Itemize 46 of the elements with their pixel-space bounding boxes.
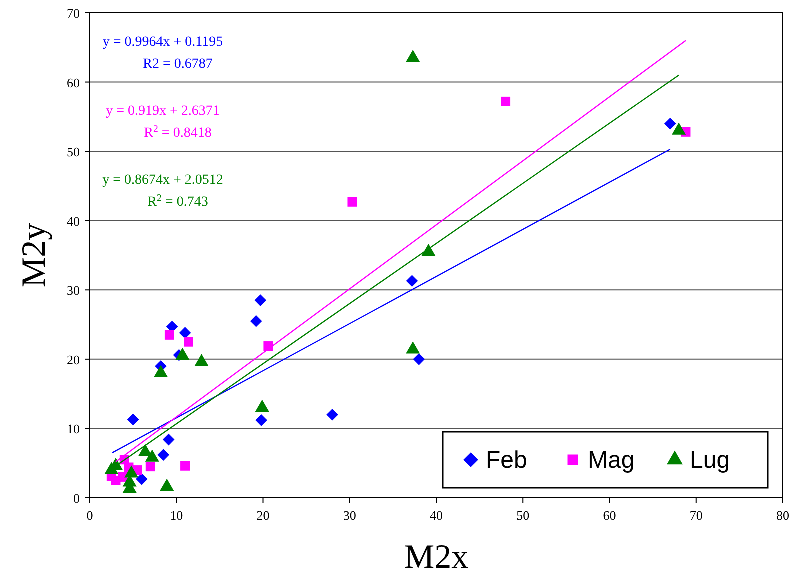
point	[348, 197, 358, 207]
point	[164, 330, 174, 340]
point	[413, 354, 426, 366]
point	[180, 461, 190, 471]
annotation: y = 0.8674x + 2.0512	[102, 173, 224, 188]
x-tick-label: 40	[430, 508, 443, 523]
y-tick-label: 60	[67, 75, 80, 90]
y-axis-title: M2y	[16, 223, 53, 288]
annotation: R$^{2}$ = 0.743	[148, 192, 208, 210]
x-tick-label: 20	[256, 508, 270, 523]
y-tick-label: 70	[67, 6, 80, 21]
point	[136, 473, 148, 486]
point	[162, 434, 175, 446]
point	[127, 414, 140, 426]
point	[179, 327, 192, 340]
point	[664, 118, 676, 130]
point	[326, 408, 338, 421]
x-tick-label: 0	[86, 508, 94, 523]
point	[146, 462, 156, 472]
x-tick-label: 80	[776, 508, 790, 523]
y-tick-label: 20	[67, 352, 80, 368]
point	[254, 294, 267, 306]
x-tick-label: 30	[343, 508, 356, 523]
y-tick-label: 10	[67, 422, 80, 437]
x-tick-label: 60	[603, 508, 616, 523]
x-tick-label: 10	[170, 508, 184, 523]
point	[184, 337, 194, 347]
annotation: y = 0.9964x + 0.1195	[102, 35, 224, 50]
point	[250, 315, 262, 328]
annotation: R2 = 0.6787	[143, 57, 213, 72]
point	[256, 414, 268, 426]
point	[158, 449, 170, 461]
y-tick-label: 30	[67, 283, 80, 298]
point	[501, 96, 511, 106]
y-tick-label: 40	[67, 214, 80, 229]
x-axis-title: M2x	[404, 539, 469, 575]
annotation: R$^{2}$ = 0.8418	[144, 124, 212, 141]
y-tick-label: 50	[67, 144, 80, 160]
x-tick-label: 70	[690, 508, 703, 523]
x-tick-label: 50	[516, 508, 530, 523]
annotation: y = 0.919x + 2.6371	[106, 104, 220, 119]
legend-label: Feb	[486, 447, 528, 474]
legend-label: Mag	[588, 447, 635, 474]
legend-label: Lug	[690, 447, 730, 474]
point	[406, 275, 418, 288]
y-tick-label: 0	[74, 491, 80, 506]
